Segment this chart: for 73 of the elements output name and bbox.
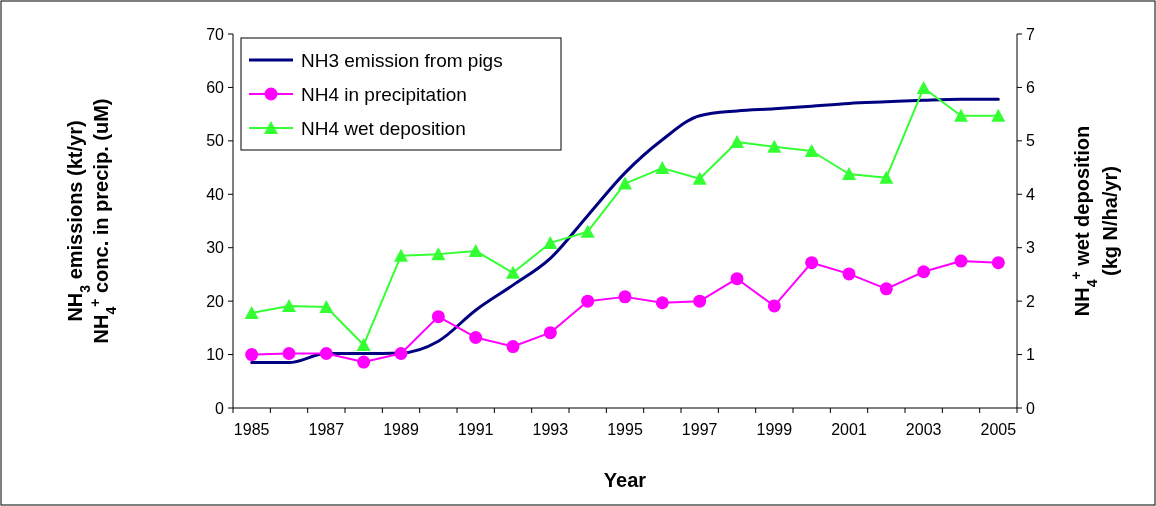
legend-label: NH4 wet deposition: [301, 117, 466, 139]
x-tick-label: 1985: [233, 421, 270, 438]
point: [730, 272, 744, 286]
point: [693, 294, 707, 308]
y-tick-label: 30: [206, 239, 225, 257]
point: [468, 243, 483, 257]
y-tick-label: 50: [206, 132, 225, 150]
y2-tick-label: 5: [1026, 132, 1035, 150]
y-tick-label: 40: [206, 185, 225, 203]
point: [506, 340, 520, 354]
point: [506, 265, 520, 279]
y-tick-label: 20: [206, 292, 225, 310]
point: [954, 254, 968, 268]
point: [431, 310, 445, 324]
point: [244, 305, 259, 319]
y2-tick-label: 2: [1026, 292, 1035, 310]
x-tick-label: 1989: [383, 421, 419, 438]
point: [618, 176, 632, 190]
point: [618, 290, 632, 304]
point: [991, 256, 1005, 270]
y-tick-label: 10: [206, 346, 225, 364]
point: [543, 326, 557, 340]
point: [917, 265, 931, 279]
point: [245, 348, 259, 362]
point: [394, 347, 408, 360]
point: [394, 248, 408, 262]
y-tick-label: 70: [206, 25, 225, 43]
point: [692, 171, 707, 185]
point: [767, 139, 782, 153]
point: [319, 300, 334, 314]
legend-label: NH4 in precipitation: [301, 83, 467, 105]
point: [282, 347, 296, 360]
y2-tick-label: 1: [1026, 346, 1035, 364]
y2-tick-label: 3: [1026, 239, 1035, 257]
x-tick-label: 1993: [532, 421, 569, 438]
point: [842, 166, 856, 180]
point: [879, 170, 894, 184]
point: [767, 299, 781, 313]
point: [319, 347, 333, 360]
point: [655, 161, 670, 175]
point: [655, 296, 669, 310]
y2-tick-label: 4: [1026, 185, 1035, 203]
x-tick-label: 2001: [831, 421, 867, 438]
legend-label: NH3 emission from pigs: [301, 49, 503, 71]
point: [580, 224, 595, 238]
x-tick-label: 1997: [681, 421, 718, 438]
point: [543, 235, 558, 249]
point: [991, 108, 1006, 122]
point: [954, 108, 968, 122]
point: [730, 134, 744, 148]
point: [431, 247, 446, 261]
point: [357, 355, 371, 369]
point: [469, 330, 483, 344]
x-tick-label: 1999: [756, 421, 793, 438]
point: [842, 267, 856, 281]
x-tick-label: 2003: [905, 421, 942, 438]
x-tick-label: 2005: [980, 421, 1017, 438]
x-tick-label: 1995: [607, 421, 643, 438]
point: [581, 294, 595, 308]
y-tick-label: 60: [206, 79, 225, 97]
y-tick-label: 0: [215, 399, 225, 417]
y2-tick-label: 7: [1026, 25, 1035, 43]
point: [805, 256, 819, 270]
x-axis-title: Year: [603, 469, 647, 491]
x-tick-label: 1987: [308, 421, 345, 438]
x-tick-label: 1991: [457, 421, 494, 438]
y2-tick-label: 0: [1026, 399, 1035, 417]
point: [282, 298, 296, 312]
y2-tick-label: 6: [1026, 79, 1035, 97]
point: [879, 282, 893, 296]
point: [916, 80, 931, 94]
point: [804, 144, 819, 158]
point: [356, 337, 371, 351]
